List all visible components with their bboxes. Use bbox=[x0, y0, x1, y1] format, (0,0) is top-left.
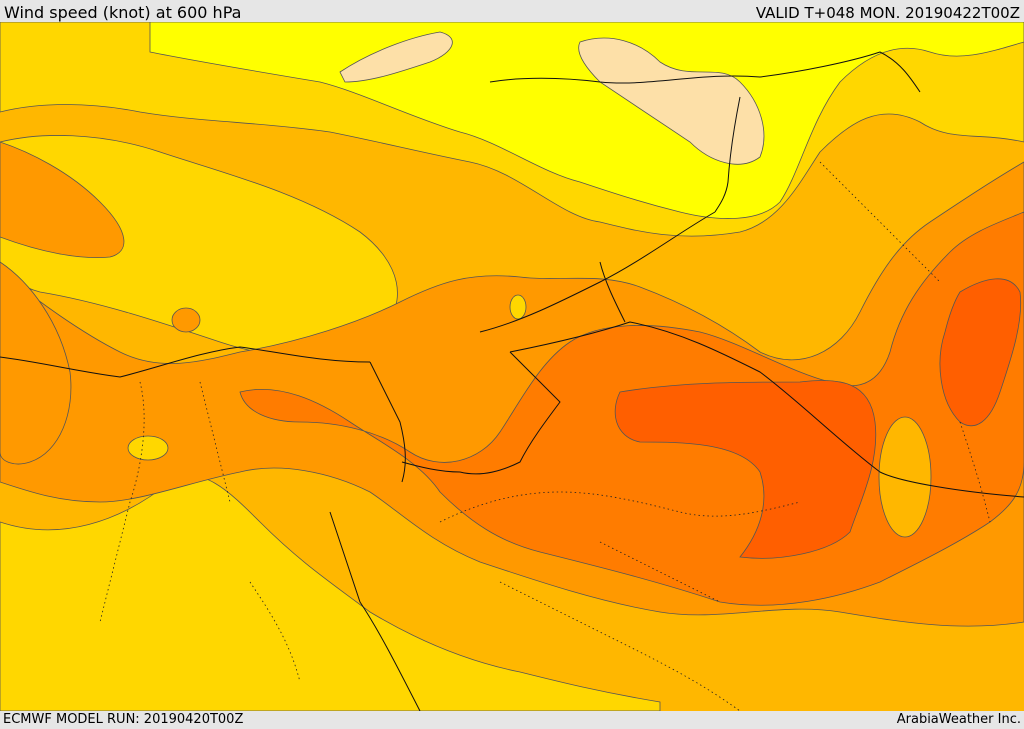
shading-band-darkest bbox=[614, 380, 877, 559]
map-canvas bbox=[0, 22, 1024, 711]
shading-band-south bbox=[0, 475, 661, 711]
valid-time-label: VALID T+048 MON. 20190422T00Z bbox=[755, 4, 1020, 22]
map-title: Wind speed (knot) at 600 hPa bbox=[4, 3, 242, 22]
footer-bar: ECMWF MODEL RUN: 20190420T00Z ArabiaWeat… bbox=[0, 711, 1024, 729]
shading-island-1 bbox=[171, 307, 201, 333]
credit-label: ArabiaWeather Inc. bbox=[896, 712, 1021, 727]
shading-band-darkest-east bbox=[939, 278, 1022, 427]
shading-island-2 bbox=[127, 435, 169, 461]
country-borders bbox=[0, 51, 1024, 711]
shading-band-lightest-2 bbox=[339, 31, 453, 83]
shading-band-lightest bbox=[578, 37, 765, 165]
model-run-label: ECMWF MODEL RUN: 20190420T00Z bbox=[3, 712, 244, 727]
province-borders bbox=[99, 161, 991, 711]
shading-island-3 bbox=[878, 416, 932, 538]
shading-island-4 bbox=[509, 294, 527, 320]
shading-band-orange-west bbox=[0, 141, 125, 258]
wind-speed-map[interactable] bbox=[0, 22, 1024, 711]
header-bar: Wind speed (knot) at 600 hPa VALID T+048… bbox=[0, 0, 1024, 22]
